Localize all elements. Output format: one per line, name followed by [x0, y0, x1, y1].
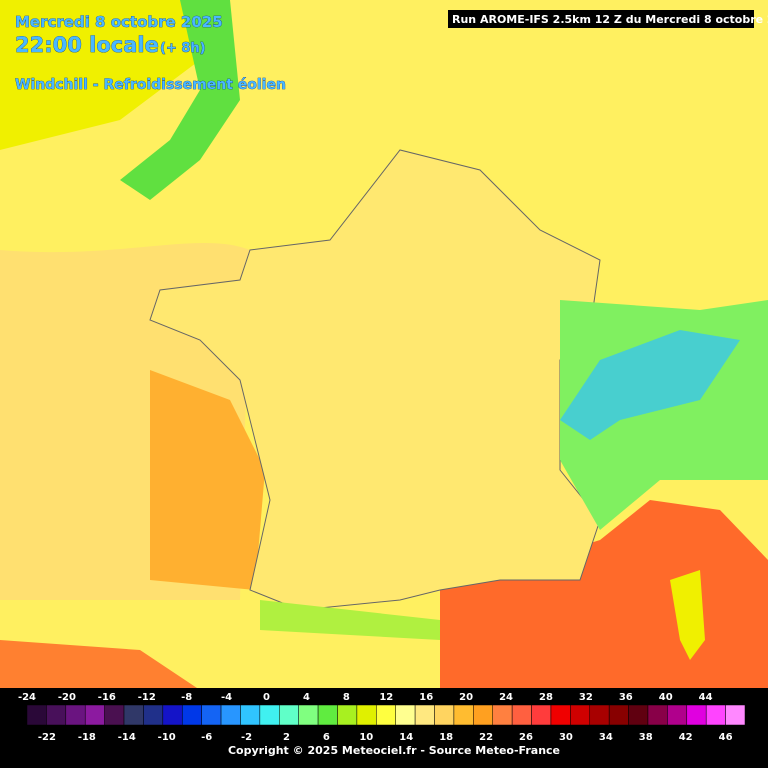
legend-label: 44 — [699, 692, 713, 703]
corsica — [670, 570, 705, 660]
legend-label: 12 — [379, 692, 393, 703]
legend-swatch — [356, 704, 377, 726]
legend-swatch — [608, 704, 629, 726]
legend-swatch — [220, 704, 241, 726]
legend-label: 14 — [399, 732, 413, 743]
legend-label: 34 — [599, 732, 613, 743]
legend-label: 36 — [619, 692, 633, 703]
legend-swatch — [201, 704, 222, 726]
legend-swatch — [65, 704, 86, 726]
legend-label: -10 — [158, 732, 176, 743]
legend-swatch — [434, 704, 455, 726]
legend-label: 28 — [539, 692, 553, 703]
legend-label: 10 — [359, 732, 373, 743]
legend-label: -20 — [58, 692, 76, 703]
legend-label: 40 — [659, 692, 673, 703]
spain-warm — [0, 640, 200, 690]
legend-label: 22 — [479, 732, 493, 743]
legend-swatch — [686, 704, 707, 726]
legend-swatch — [511, 704, 532, 726]
legend-swatch — [104, 704, 125, 726]
legend-label: 32 — [579, 692, 593, 703]
alps-cold — [560, 330, 740, 440]
legend-label: -18 — [78, 732, 96, 743]
legend-swatch — [628, 704, 649, 726]
legend-label: 4 — [303, 692, 310, 703]
legend-label: -22 — [38, 732, 56, 743]
legend-swatch — [667, 704, 688, 726]
legend-swatch — [123, 704, 144, 726]
legend-swatch — [725, 704, 746, 726]
legend: -24 -20 -16 -12 -8 -4 0 4 8 12 16 20 24 28 32 36 40 44-22… — [18, 692, 746, 743]
variable: Windchill - Refroidissement éolien — [15, 77, 286, 93]
legend-label: -8 — [181, 692, 192, 703]
legend-label: 8 — [343, 692, 350, 703]
legend-swatch — [26, 704, 47, 726]
run-info: Run AROME-IFS 2.5km 12 Z du Mercredi 8 o… — [452, 13, 768, 26]
legend-swatch — [414, 704, 435, 726]
france — [149, 149, 601, 611]
legend-label: -14 — [118, 732, 136, 743]
legend-label: 42 — [679, 732, 693, 743]
biscay-warm — [150, 370, 265, 590]
legend-swatch — [181, 704, 202, 726]
legend-swatch — [317, 704, 338, 726]
legend-swatch — [84, 704, 105, 726]
legend-label: 24 — [499, 692, 513, 703]
north-sea-zone — [0, 0, 230, 150]
legend-swatch — [46, 704, 67, 726]
legend-swatch — [531, 704, 552, 726]
legend-label: 6 — [323, 732, 330, 743]
legend-label: -4 — [221, 692, 232, 703]
legend-swatch — [395, 704, 416, 726]
legend-label: 46 — [719, 732, 733, 743]
legend-label: -24 — [18, 692, 36, 703]
legend-label: 0 — [263, 692, 270, 703]
legend-swatch — [705, 704, 726, 726]
legend-label: 16 — [419, 692, 433, 703]
local-time: 22:00 locale — [15, 33, 159, 57]
legend-swatch — [143, 704, 164, 726]
legend-swatch — [647, 704, 668, 726]
date: Mercredi 8 octobre 2025 — [15, 13, 223, 31]
legend-swatch — [240, 704, 261, 726]
legend-swatch — [298, 704, 319, 726]
legend-label: -16 — [98, 692, 116, 703]
legend-swatch — [259, 704, 280, 726]
legend-swatch — [337, 704, 358, 726]
pyrenees — [260, 600, 440, 640]
legend-label: 30 — [559, 732, 573, 743]
legend-label: 38 — [639, 732, 653, 743]
legend-label: 2 — [283, 732, 290, 743]
legend-label: 20 — [459, 692, 473, 703]
legend-swatch — [473, 704, 493, 726]
legend-label: -12 — [138, 692, 156, 703]
legend-swatch — [453, 704, 474, 726]
legend-swatch — [376, 704, 396, 726]
time-offset: (+ 8h) — [160, 41, 206, 56]
legend-background — [0, 688, 768, 768]
legend-swatch — [279, 704, 299, 726]
legend-swatch — [492, 704, 513, 726]
legend-swatch — [589, 704, 610, 726]
legend-swatch — [570, 704, 591, 726]
legend-label: 18 — [439, 732, 453, 743]
legend-label: -2 — [241, 732, 252, 743]
legend-label: -6 — [201, 732, 212, 743]
great-britain — [120, 0, 240, 200]
legend-swatch — [550, 704, 571, 726]
legend-swatch — [162, 704, 183, 726]
legend-label: 26 — [519, 732, 533, 743]
run-banner — [448, 10, 754, 28]
copyright: Copyright © 2025 Meteociel.fr - Source M… — [228, 744, 560, 757]
